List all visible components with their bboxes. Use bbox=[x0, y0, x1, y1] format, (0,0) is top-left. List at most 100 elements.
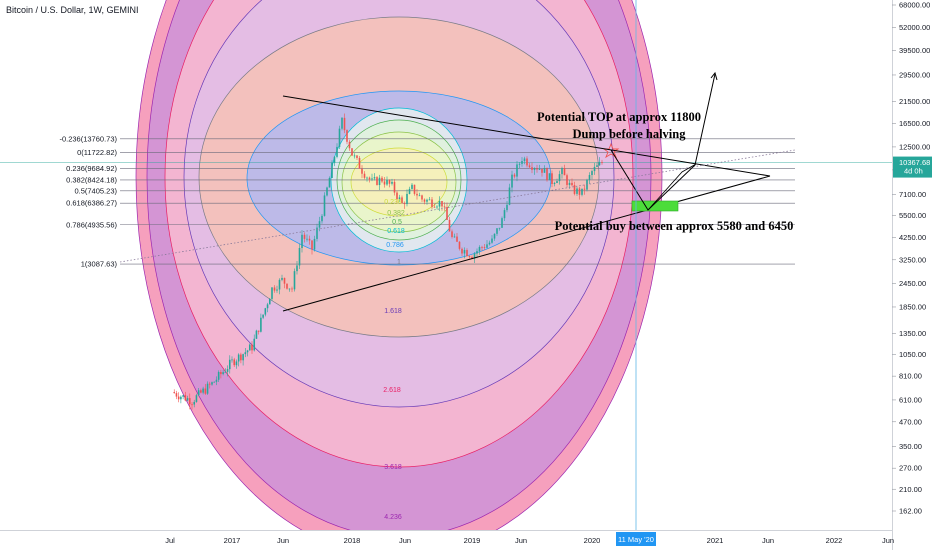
candle-body[interactable] bbox=[348, 141, 351, 149]
candle-body[interactable] bbox=[293, 271, 296, 290]
candle-body[interactable] bbox=[486, 244, 488, 248]
fib-circle-0236[interactable] bbox=[350, 147, 448, 217]
candle-body[interactable] bbox=[333, 156, 336, 163]
candle-body[interactable] bbox=[431, 199, 433, 207]
candle-body[interactable] bbox=[436, 206, 438, 208]
candle-body[interactable] bbox=[331, 162, 333, 178]
candle-body[interactable] bbox=[556, 181, 558, 183]
candle-body[interactable] bbox=[591, 171, 593, 176]
candle-body[interactable] bbox=[283, 277, 286, 284]
candle-body[interactable] bbox=[453, 236, 456, 238]
candle-body[interactable] bbox=[184, 395, 187, 401]
candle-body[interactable] bbox=[204, 388, 207, 394]
candle-body[interactable] bbox=[222, 372, 224, 375]
candle-body[interactable] bbox=[291, 288, 293, 290]
candle-body[interactable] bbox=[491, 238, 493, 243]
candle-body[interactable] bbox=[255, 330, 258, 339]
candle-body[interactable] bbox=[406, 193, 408, 205]
candle-body[interactable] bbox=[271, 287, 273, 299]
candle-body[interactable] bbox=[313, 238, 316, 250]
candle-body[interactable] bbox=[182, 395, 184, 397]
candle-body[interactable] bbox=[481, 246, 483, 248]
candle-body[interactable] bbox=[371, 178, 373, 180]
candle-body[interactable] bbox=[233, 359, 236, 366]
candle-body[interactable] bbox=[413, 184, 416, 194]
candle-body[interactable] bbox=[393, 181, 396, 193]
candle-body[interactable] bbox=[516, 164, 518, 177]
candle-body[interactable] bbox=[368, 177, 371, 180]
candle-body[interactable] bbox=[195, 395, 198, 402]
candle-body[interactable] bbox=[180, 396, 182, 400]
candle-body[interactable] bbox=[398, 197, 401, 200]
candle-body[interactable] bbox=[396, 192, 398, 200]
candle-body[interactable] bbox=[533, 168, 536, 170]
candle-body[interactable] bbox=[386, 179, 388, 185]
candle-body[interactable] bbox=[186, 398, 189, 401]
candle-body[interactable] bbox=[496, 228, 498, 234]
candle-body[interactable] bbox=[571, 182, 573, 186]
candle-body[interactable] bbox=[421, 195, 423, 200]
projection-arrow-alt[interactable] bbox=[647, 163, 697, 211]
candle-body[interactable] bbox=[493, 233, 496, 239]
candle-body[interactable] bbox=[466, 250, 468, 257]
candle-body[interactable] bbox=[583, 188, 586, 190]
candle-body[interactable] bbox=[338, 128, 341, 147]
candle-body[interactable] bbox=[541, 169, 543, 173]
candle-body[interactable] bbox=[433, 206, 436, 208]
candle-body[interactable] bbox=[548, 173, 551, 181]
candle-body[interactable] bbox=[446, 206, 448, 220]
candle-body[interactable] bbox=[521, 160, 523, 164]
candle-body[interactable] bbox=[528, 165, 531, 168]
candle-body[interactable] bbox=[518, 163, 521, 165]
candle-body[interactable] bbox=[346, 130, 348, 142]
candle-body[interactable] bbox=[378, 177, 381, 185]
candle-body[interactable] bbox=[476, 251, 478, 254]
candle-body[interactable] bbox=[596, 165, 598, 167]
candle-body[interactable] bbox=[428, 199, 431, 201]
candle-body[interactable] bbox=[226, 369, 229, 372]
candle-body[interactable] bbox=[426, 199, 428, 202]
candle-body[interactable] bbox=[551, 173, 553, 185]
candle-body[interactable] bbox=[316, 227, 318, 239]
candle-body[interactable] bbox=[581, 188, 583, 195]
candle-body[interactable] bbox=[306, 238, 308, 240]
candle-body[interactable] bbox=[601, 162, 603, 163]
candle-body[interactable] bbox=[240, 354, 242, 361]
chart-annotation-text[interactable]: Potential TOP at approx 11800 bbox=[537, 110, 701, 124]
candle-body[interactable] bbox=[451, 231, 453, 237]
candle-body[interactable] bbox=[353, 155, 356, 157]
candle-body[interactable] bbox=[376, 177, 378, 185]
candle-body[interactable] bbox=[566, 175, 568, 185]
candle-body[interactable] bbox=[301, 234, 303, 248]
candle-body[interactable] bbox=[217, 372, 220, 380]
candle-body[interactable] bbox=[286, 283, 288, 289]
candle-body[interactable] bbox=[513, 174, 516, 177]
candle-body[interactable] bbox=[281, 277, 283, 280]
candle-body[interactable] bbox=[408, 188, 411, 194]
candle-body[interactable] bbox=[311, 240, 313, 250]
candle-body[interactable] bbox=[298, 247, 301, 266]
triangle-upper-trendline[interactable] bbox=[282, 95, 771, 177]
candle-body[interactable] bbox=[576, 188, 578, 194]
candle-body[interactable] bbox=[418, 195, 421, 197]
candle-body[interactable] bbox=[336, 146, 338, 157]
candle-body[interactable] bbox=[273, 287, 276, 291]
candle-body[interactable] bbox=[328, 177, 331, 188]
candle-body[interactable] bbox=[388, 179, 391, 184]
candle-body[interactable] bbox=[423, 199, 426, 202]
candle-body[interactable] bbox=[220, 372, 222, 375]
candle-body[interactable] bbox=[498, 227, 501, 229]
chart-annotation-text[interactable]: Dump before halving bbox=[573, 127, 687, 141]
candle-body[interactable] bbox=[501, 218, 503, 228]
candle-body[interactable] bbox=[438, 200, 441, 207]
candle-body[interactable] bbox=[588, 175, 591, 180]
candle-body[interactable] bbox=[543, 168, 546, 173]
candle-body[interactable] bbox=[358, 157, 361, 169]
candle-body[interactable] bbox=[441, 200, 443, 207]
candle-body[interactable] bbox=[403, 203, 406, 205]
candle-body[interactable] bbox=[488, 242, 491, 245]
candle-body[interactable] bbox=[383, 181, 386, 185]
candle-body[interactable] bbox=[538, 169, 541, 170]
candle-body[interactable] bbox=[523, 158, 526, 161]
